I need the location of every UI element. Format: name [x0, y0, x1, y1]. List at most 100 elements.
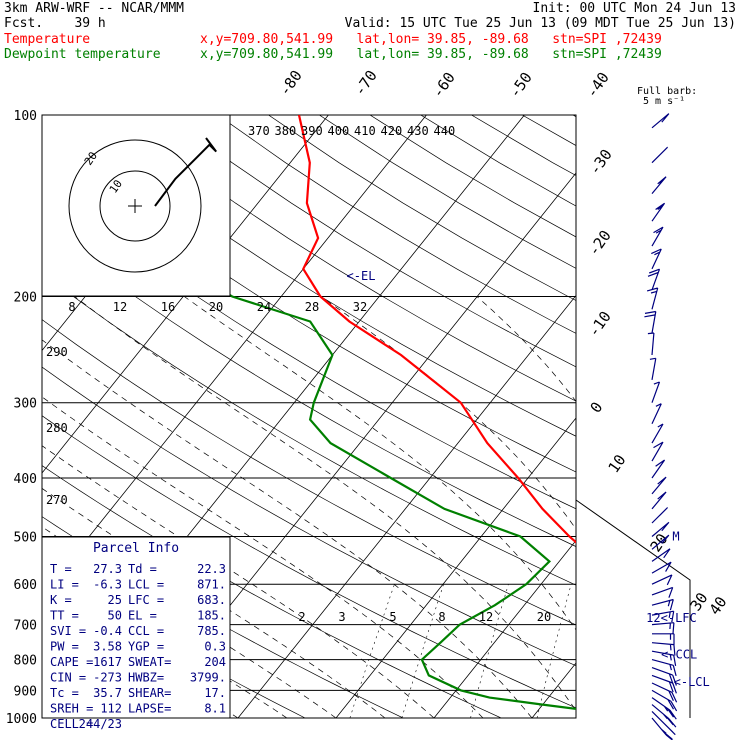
- isotherm-line: [433, 539, 576, 718]
- dry-adiabat: [369, 115, 576, 238]
- parcel-info-value: 1617: [93, 655, 122, 669]
- moist-adiabat: [184, 296, 576, 631]
- wind-barb: [651, 659, 677, 677]
- isotherm-line: [728, 115, 740, 718]
- dry-adiabat: [42, 226, 576, 547]
- parcel-info-value: 8.1: [204, 702, 226, 716]
- isotherm-label: -40: [583, 69, 613, 102]
- mixing-ratio-line: [349, 584, 395, 718]
- parcel-info-value: -0.4: [93, 624, 122, 638]
- theta-label: 290: [46, 345, 68, 359]
- parcel-info-key: SHEAR=: [128, 686, 171, 700]
- parcel-info-box: [41, 536, 231, 719]
- wind-barb: [651, 704, 677, 728]
- wind-barb: [651, 423, 664, 444]
- wind-barb: [651, 202, 666, 222]
- wind-barb: [651, 441, 664, 462]
- parcel-info-key: TT =: [50, 609, 79, 623]
- wind-barb: [651, 381, 661, 403]
- isotherm-line: [630, 115, 740, 718]
- wind-axis-label: 12: [113, 300, 127, 314]
- parcel-info-value: 3.58: [93, 640, 122, 654]
- model-title: 3km ARW-WRF -- NCAR/MMM: [4, 1, 185, 16]
- wind-barb: [651, 622, 675, 634]
- dry-adiabat: [572, 115, 576, 118]
- wind-barb: [651, 667, 677, 686]
- pressure-label: 200: [14, 291, 37, 306]
- isotherm-label: 40: [706, 593, 731, 618]
- parcel-info-value: 22.3: [197, 562, 226, 576]
- mixing-ratio-line: [401, 584, 444, 718]
- wind-barb: [647, 332, 655, 356]
- dry-adiabat: [624, 115, 740, 718]
- wind-barb: [651, 248, 662, 270]
- isotherm-label: -30: [586, 146, 616, 179]
- parcel-info-value: 244/23: [79, 717, 122, 731]
- theta-e-label: 370: [248, 124, 270, 138]
- parcel-info-key: LI =: [50, 578, 79, 592]
- dry-adiabat: [42, 366, 576, 667]
- level-annotation: 12<-LFC: [646, 611, 697, 625]
- dewpoint-legend: Dewpoint temperature: [4, 47, 161, 62]
- parcel-info-title: Parcel Info: [93, 541, 179, 556]
- hodograph: 10 20: [41, 114, 231, 297]
- temperature-location: x,y=709.80,541.99 lat,lon= 39.85, -89.68…: [200, 32, 662, 47]
- parcel-info-key: PW =: [50, 640, 79, 654]
- mixing-ratio-line: [597, 584, 628, 718]
- theta-e-label: 410: [354, 124, 376, 138]
- isotherm-label: 10: [605, 451, 630, 476]
- dry-adiabat: [42, 137, 576, 473]
- wind-barb: [651, 689, 678, 712]
- mixing-ratio-label: 5: [389, 610, 396, 624]
- hodograph-ring: [68, 139, 202, 273]
- parcel-info-key: EL =: [128, 609, 157, 623]
- wind-barb: [651, 491, 667, 510]
- wind-barb: [651, 521, 670, 537]
- wind-barb: [651, 226, 664, 247]
- pressure-label: 100: [14, 109, 37, 124]
- isotherm-line: [531, 662, 576, 718]
- isotherm-line: [42, 115, 329, 474]
- pressure-label: 800: [14, 654, 37, 669]
- isotherm-line: [335, 417, 576, 718]
- dry-adiabat: [116, 115, 576, 402]
- moist-adiabat: [74, 296, 576, 712]
- profile-line-temperature: [297, 115, 576, 544]
- dry-adiabat: [471, 115, 576, 176]
- dry-adiabat: [522, 115, 576, 146]
- wind-barb: [651, 476, 667, 495]
- wind-barb: [651, 682, 678, 703]
- pressure-label: 700: [14, 619, 37, 634]
- wind-barb: [647, 268, 661, 291]
- hodograph-ring-label: 10: [107, 177, 125, 195]
- hodograph-ring-label: 20: [82, 149, 100, 167]
- parcel-info-key: HWBZ=: [128, 671, 164, 685]
- parcel-info-key: SREH =: [50, 702, 93, 716]
- isotherm-label: -60: [429, 69, 459, 102]
- wind-axis-label: 20: [209, 300, 223, 314]
- isotherm-label: -80: [276, 67, 306, 100]
- wind-barb: [651, 574, 673, 586]
- dry-adiabat: [674, 115, 740, 718]
- temperature-legend: Temperature: [4, 32, 91, 47]
- mixing-ratio-label: 20: [537, 610, 551, 624]
- parcel-info-key: K =: [50, 593, 72, 607]
- pressure-label: 1000: [6, 712, 37, 727]
- level-annotation: <-EL: [347, 269, 376, 283]
- parcel-info-value: 35.7: [93, 686, 122, 700]
- theta-e-label: 440: [434, 124, 456, 138]
- wind-barb: [651, 610, 675, 623]
- wind-barb: [651, 561, 672, 574]
- pressure-label: 400: [14, 472, 37, 487]
- parcel-info-value: 0.3: [204, 640, 226, 654]
- wind-axis-label: 28: [305, 300, 319, 314]
- parcel-info-value: 17.: [204, 686, 226, 700]
- parcel-info-key: YGP =: [128, 640, 164, 654]
- parcel-info-key: LFC =: [128, 593, 164, 607]
- wind-barb: [644, 310, 657, 334]
- wind-barb-legend: Full barb:: [637, 86, 697, 97]
- wind-barb: [649, 357, 657, 381]
- wind-barb: [651, 459, 666, 479]
- level-annotation: <-LCL: [674, 675, 710, 689]
